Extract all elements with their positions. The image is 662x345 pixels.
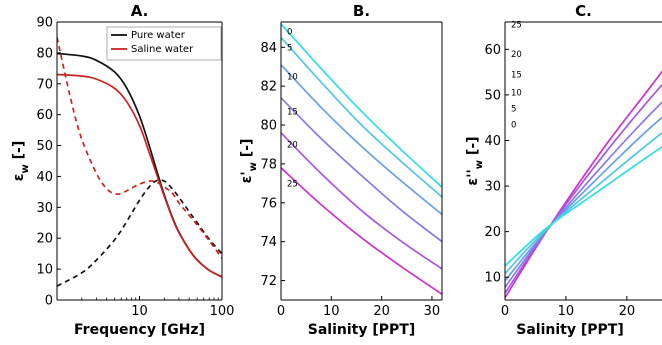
series-line-15 — [505, 101, 662, 288]
series-line-20 — [281, 132, 442, 270]
series-line-10 — [505, 116, 662, 282]
y-tick-label: 82 — [260, 80, 277, 95]
series-group — [57, 37, 222, 287]
x-tick-label: 10 — [131, 304, 148, 319]
y-tick-label: 74 — [260, 235, 277, 250]
series-line-4-dashed — [57, 37, 222, 259]
curve-label-20: 20 — [287, 140, 298, 150]
curve-label-25: 25 — [511, 20, 522, 30]
series-line-2-dashed — [57, 179, 222, 287]
x-tick-label: 10 — [558, 304, 575, 319]
series-line-saline-water — [57, 73, 222, 278]
series-line-0 — [281, 23, 442, 188]
curve-label-5: 5 — [511, 105, 516, 115]
series-line-15 — [281, 97, 442, 243]
y-tick-label: 10 — [484, 271, 501, 286]
series-line-5 — [505, 131, 662, 275]
series-line-pure-water — [57, 52, 222, 278]
x-tick-label: 20 — [373, 304, 390, 319]
y-tick-label: 50 — [484, 88, 501, 103]
y-tick-label: 60 — [484, 43, 501, 58]
legend-label-pure-water: Pure water — [131, 30, 186, 41]
x-axis-label: Salinity [PPT] — [516, 322, 623, 338]
y-tick-label: 10 — [36, 263, 53, 278]
x-tick-label: 10 — [323, 304, 340, 319]
curve-label-0: 0 — [287, 28, 292, 38]
curve-label-15: 15 — [287, 107, 298, 117]
y-tick-label: 70 — [36, 77, 53, 92]
y-tick-label: 60 — [36, 108, 53, 123]
y-tick-label: 40 — [36, 170, 53, 185]
y-tick-label: 30 — [36, 201, 53, 216]
y-tick-label: 30 — [484, 180, 501, 195]
curve-label-5: 5 — [287, 43, 292, 53]
curve-label-20: 20 — [511, 50, 522, 60]
y-tick-label: 76 — [260, 196, 277, 211]
series-group — [505, 70, 662, 299]
y-tick-label: 40 — [484, 134, 501, 149]
series-line-25 — [281, 167, 442, 295]
curve-label-10: 10 — [511, 89, 522, 99]
y-tick-label: 84 — [260, 41, 277, 56]
chart-title: B. — [353, 2, 370, 20]
y-axis-label: ε''w [-] — [465, 136, 485, 185]
x-tick-label: 30 — [424, 304, 441, 319]
x-axis-label: Salinity [PPT] — [308, 322, 415, 338]
y-tick-label: 20 — [484, 225, 501, 240]
x-tick-label: 0 — [277, 304, 285, 319]
y-tick-label: 72 — [260, 274, 277, 289]
y-tick-label: 0 — [45, 294, 53, 309]
panel-b: B. 0 5 10 15 20 25 72 74 76 78 80 82 84 0 10 20 30 Salinit… — [239, 2, 443, 338]
curve-label-10: 10 — [287, 72, 298, 82]
y-tick-label: 90 — [36, 16, 53, 31]
legend: Pure water Saline water — [106, 26, 222, 61]
curve-label-25: 25 — [287, 179, 298, 189]
y-axis-label: ε'w [-] — [239, 139, 259, 184]
y-tick-label: 78 — [260, 157, 277, 172]
x-tick-label: 100 — [210, 304, 235, 319]
chart-title: C. — [575, 2, 592, 20]
panel-a: A. 0 10 20 30 40 50 60 70 80 90 10 100 Frequency [GHz… — [11, 2, 234, 338]
chart-title: A. — [131, 2, 149, 20]
y-tick-label: 80 — [260, 119, 277, 134]
x-tick-label: 20 — [619, 304, 636, 319]
x-axis-label: Frequency [GHz] — [74, 322, 205, 338]
x-tick-label: 0 — [501, 304, 509, 319]
series-line-5 — [281, 36, 442, 198]
y-tick-label: 20 — [36, 232, 53, 247]
y-tick-label: 80 — [36, 46, 53, 61]
y-tick-label: 50 — [36, 139, 53, 154]
series-line-0 — [505, 145, 662, 267]
series-group — [281, 23, 442, 295]
series-line-10 — [281, 64, 442, 216]
curve-label-15: 15 — [511, 70, 522, 80]
curve-label-0: 0 — [511, 121, 516, 131]
series-line-20 — [505, 83, 662, 294]
y-axis-label: εw [-] — [11, 141, 31, 182]
legend-box — [106, 26, 222, 61]
legend-label-saline-water: Saline water — [131, 44, 194, 55]
